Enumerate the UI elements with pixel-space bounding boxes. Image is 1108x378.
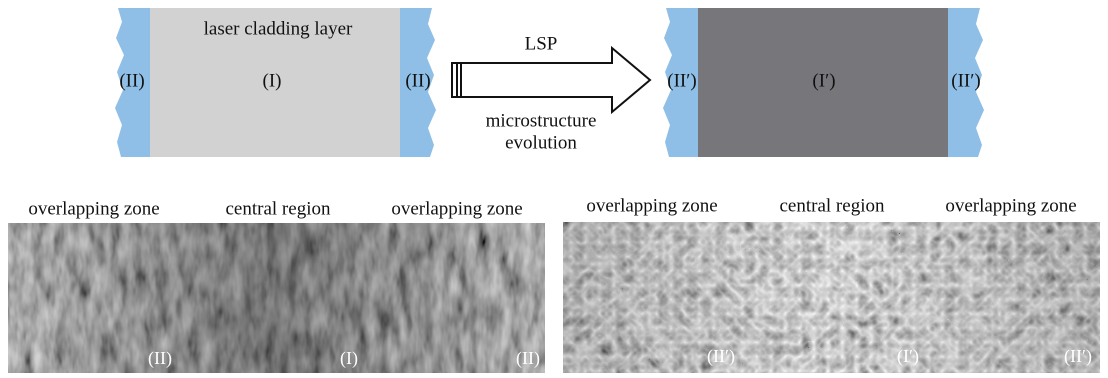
zone-header: central region <box>780 195 885 216</box>
zone-header: overlapping zone <box>586 195 717 216</box>
region-label: (II) <box>516 348 540 369</box>
zone-header: overlapping zone <box>28 198 159 219</box>
region-label: (I) <box>340 348 358 369</box>
region-label: (II) <box>119 70 144 91</box>
region-label: (I′) <box>897 346 919 367</box>
micrograph-before: overlapping zone central region overlapp… <box>8 198 545 373</box>
arrow-shape <box>452 48 650 112</box>
zone-header: overlapping zone <box>391 198 522 219</box>
right-panel: (II′) (I′) (II′) <box>663 8 984 157</box>
region-label: (II′) <box>951 70 980 91</box>
left-panel: laser cladding layer (II) (I) (II) <box>115 8 436 157</box>
region-label: (II′) <box>667 70 696 91</box>
region-label: (II) <box>405 70 430 91</box>
arrow: LSP microstructure evolution <box>452 33 650 153</box>
micrograph-after: overlapping zone central region overlapp… <box>563 195 1100 373</box>
arrow-label: microstructure <box>486 110 597 131</box>
panel-title: laser cladding layer <box>204 18 353 39</box>
region-label: (II) <box>148 348 172 369</box>
arrow-label: LSP <box>525 33 558 54</box>
region-label: (I′) <box>812 70 835 91</box>
region-label: (I) <box>263 70 282 91</box>
micrograph-shade <box>8 223 545 373</box>
zone-header: central region <box>226 198 331 219</box>
micrograph-shade <box>563 222 1100 373</box>
arrow-label: evolution <box>505 132 577 153</box>
region-label: (II′) <box>707 346 735 367</box>
region-label: (II′) <box>1064 346 1092 367</box>
zone-header: overlapping zone <box>945 195 1076 216</box>
figure: laser cladding layer (II) (I) (II) LSP m… <box>0 0 1108 378</box>
